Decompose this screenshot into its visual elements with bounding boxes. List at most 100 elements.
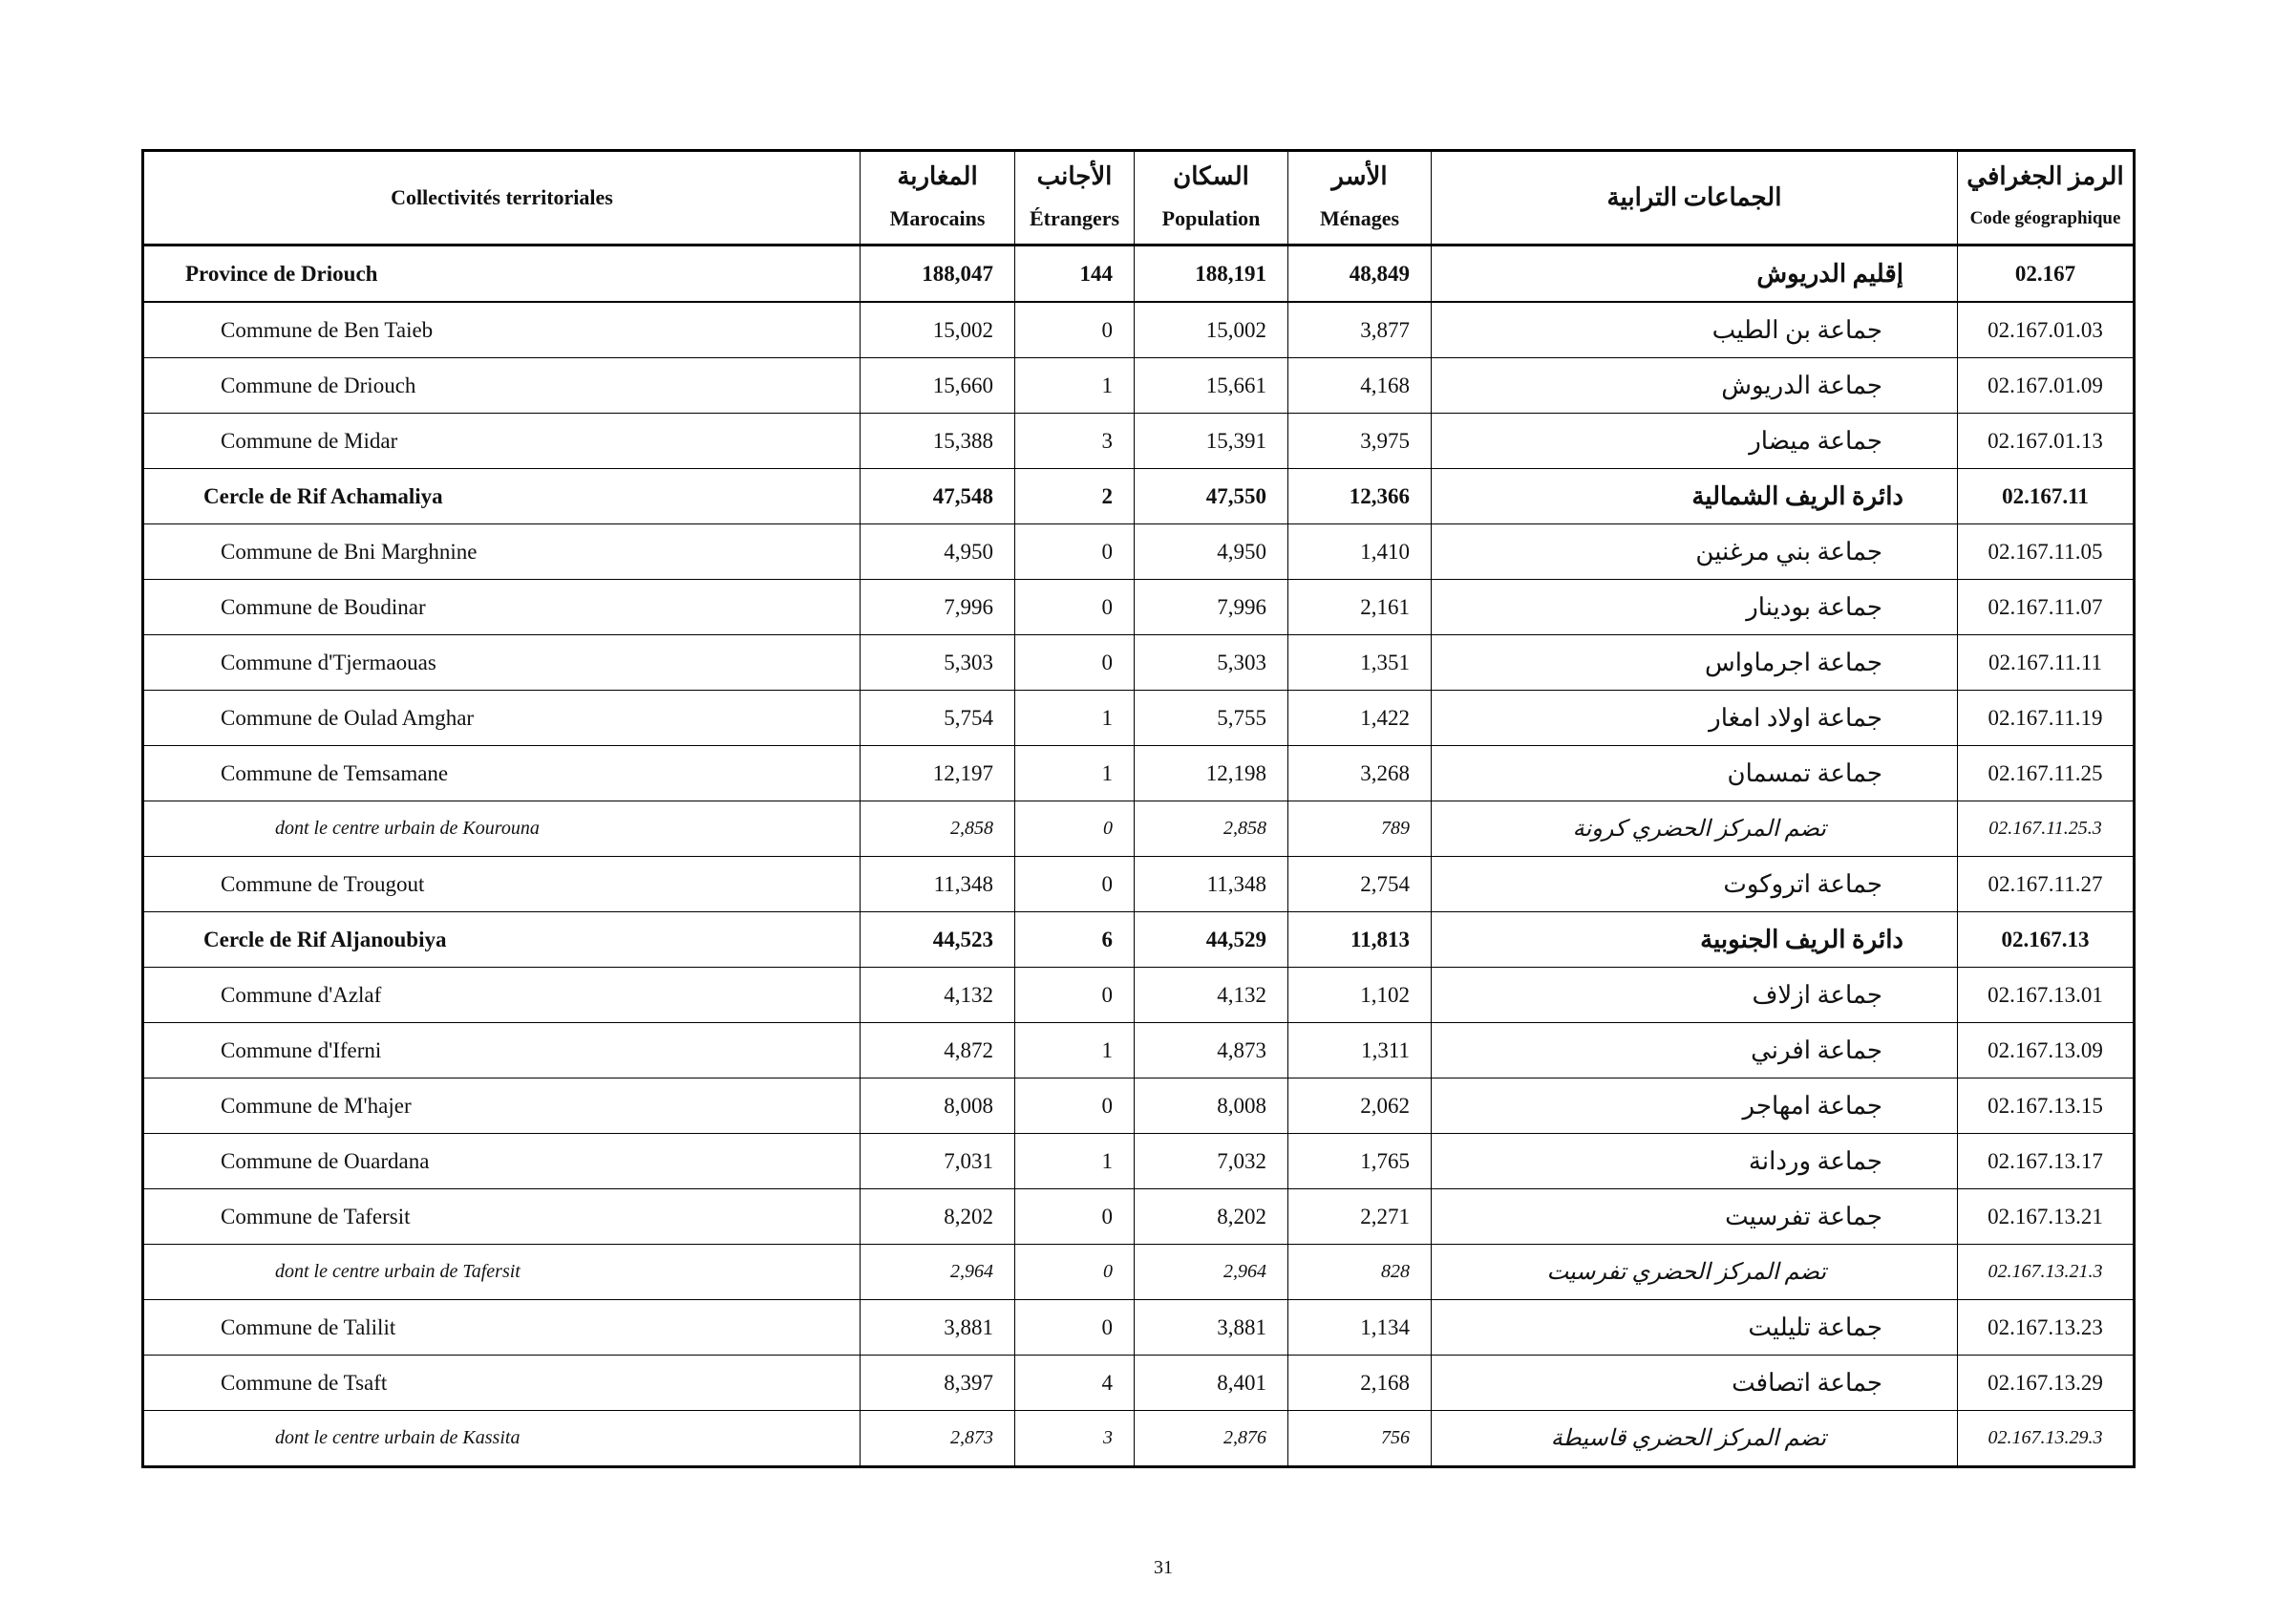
name-fr: Commune de Tsaft (142, 1355, 861, 1411)
name-fr: Commune de Boudinar (142, 579, 861, 635)
marocains: 47,548 (860, 468, 1015, 524)
code: 02.167.13.09 (1957, 1022, 2135, 1078)
name-ar: جماعة تمسمان (1431, 745, 1958, 801)
code: 02.167.13.15 (1957, 1078, 2135, 1134)
name-fr: Commune de Temsamane (142, 745, 861, 801)
etrangers: 0 (1014, 1244, 1135, 1300)
name-fr: Commune de Midar (142, 413, 861, 469)
marocains: 4,872 (860, 1022, 1015, 1078)
name-ar: جماعة اولاد امغار (1431, 690, 1958, 746)
marocains: 188,047 (860, 245, 1015, 303)
marocains: 7,996 (860, 579, 1015, 635)
menages: 4,168 (1287, 357, 1432, 414)
header-fr: Étrangers (1029, 206, 1120, 230)
marocains: 3,881 (860, 1299, 1015, 1356)
header-fr: Marocains (889, 206, 986, 230)
name-ar: تضم المركز الحضري قاسيطة (1431, 1410, 1958, 1467)
code: 02.167.13.29.3 (1957, 1410, 2135, 1467)
etrangers: 0 (1014, 1188, 1135, 1245)
menages: 756 (1287, 1410, 1432, 1467)
name-fr: Commune de Driouch (142, 357, 861, 414)
header-cell: السكان Population (1134, 150, 1288, 246)
menages: 2,168 (1287, 1355, 1432, 1411)
name-fr: Commune d'Tjermaouas (142, 634, 861, 691)
population: 3,881 (1134, 1299, 1288, 1356)
marocains: 8,008 (860, 1078, 1015, 1134)
name-ar: جماعة اجرماواس (1431, 634, 1958, 691)
page-number: 31 (1154, 1557, 1173, 1578)
marocains: 5,303 (860, 634, 1015, 691)
population: 4,950 (1134, 523, 1288, 580)
header-fr: Population (1161, 206, 1261, 230)
header-cell: الرمز الجغرافي Code géographique (1957, 150, 2135, 246)
code: 02.167.01.09 (1957, 357, 2135, 414)
menages: 1,410 (1287, 523, 1432, 580)
marocains: 4,950 (860, 523, 1015, 580)
etrangers: 4 (1014, 1355, 1135, 1411)
marocains: 12,197 (860, 745, 1015, 801)
name-fr: Commune de Bni Marghnine (142, 523, 861, 580)
etrangers: 0 (1014, 967, 1135, 1023)
etrangers: 144 (1014, 245, 1135, 303)
etrangers: 0 (1014, 634, 1135, 691)
name-fr: dont le centre urbain de Kourouna (142, 801, 861, 857)
marocains: 7,031 (860, 1133, 1015, 1189)
population: 2,858 (1134, 801, 1288, 857)
table-row: Commune de Midar 15,388 3 15,391 3,975 جماعة … (142, 413, 2135, 469)
marocains: 5,754 (860, 690, 1015, 746)
menages: 3,268 (1287, 745, 1432, 801)
name-ar: جماعة امهاجر (1431, 1078, 1958, 1134)
population: 8,202 (1134, 1188, 1288, 1245)
table-row: Commune de Oulad Amghar 5,754 1 5,755 1,422 ج… (142, 690, 2135, 746)
marocains: 15,660 (860, 357, 1015, 414)
name-ar: جماعة افرني (1431, 1022, 1958, 1078)
name-ar: جماعة تفرسيت (1431, 1188, 1958, 1245)
table-row: Commune de Ouardana 7,031 1 7,032 1,765 جماعة… (142, 1133, 2135, 1189)
table-row: dont le centre urbain de Kassita 2,873 3 2,… (142, 1410, 2135, 1467)
header-cell: الأجانب Étrangers (1014, 150, 1135, 246)
marocains: 2,964 (860, 1244, 1015, 1300)
etrangers: 3 (1014, 413, 1135, 469)
header-fr: Ménages (1319, 206, 1400, 230)
table-body: Province de Driouch 188,047 144 188,191 48,8… (142, 245, 2135, 1467)
population: 5,303 (1134, 634, 1288, 691)
code: 02.167.11.05 (1957, 523, 2135, 580)
code: 02.167.11.27 (1957, 856, 2135, 912)
name-ar: جماعة وردانة (1431, 1133, 1958, 1189)
name-ar: جماعة ازلاف (1431, 967, 1958, 1023)
etrangers: 0 (1014, 856, 1135, 912)
population: 4,873 (1134, 1022, 1288, 1078)
etrangers: 1 (1014, 357, 1135, 414)
code: 02.167.11.19 (1957, 690, 2135, 746)
marocains: 2,858 (860, 801, 1015, 857)
header-cell: Collectivités territoriales (142, 150, 861, 246)
population-table: Collectivités territoriales المغاربة Maroc… (141, 149, 2136, 1468)
menages: 2,754 (1287, 856, 1432, 912)
header-cell: الجماعات الترابية (1431, 150, 1958, 246)
name-fr: Cercle de Rif Achamaliya (142, 468, 861, 524)
header-ar: الرمز الجغرافي (1966, 162, 2124, 190)
etrangers: 6 (1014, 911, 1135, 968)
menages: 3,877 (1287, 301, 1432, 358)
etrangers: 0 (1014, 801, 1135, 857)
name-fr: Commune de Tafersit (142, 1188, 861, 1245)
menages: 1,765 (1287, 1133, 1432, 1189)
header-ar: الأسر (1331, 162, 1388, 190)
name-ar: جماعة الدريوش (1431, 357, 1958, 414)
population: 8,008 (1134, 1078, 1288, 1134)
table-row: Commune de Talilit 3,881 0 3,881 1,134 جماعة … (142, 1299, 2135, 1356)
name-ar: جماعة بودينار (1431, 579, 1958, 635)
population: 15,391 (1134, 413, 1288, 469)
table-row: Cercle de Rif Aljanoubiya 44,523 6 44,529 11… (142, 911, 2135, 968)
population: 2,876 (1134, 1410, 1288, 1467)
menages: 48,849 (1287, 245, 1432, 303)
table-header: Collectivités territoriales المغاربة Maroc… (142, 150, 2135, 246)
code: 02.167.13.21 (1957, 1188, 2135, 1245)
name-fr: Province de Driouch (142, 245, 861, 303)
name-ar: تضم المركز الحضري كرونة (1431, 801, 1958, 857)
name-fr: Commune de Ouardana (142, 1133, 861, 1189)
etrangers: 0 (1014, 301, 1135, 358)
population: 8,401 (1134, 1355, 1288, 1411)
name-fr: Cercle de Rif Aljanoubiya (142, 911, 861, 968)
